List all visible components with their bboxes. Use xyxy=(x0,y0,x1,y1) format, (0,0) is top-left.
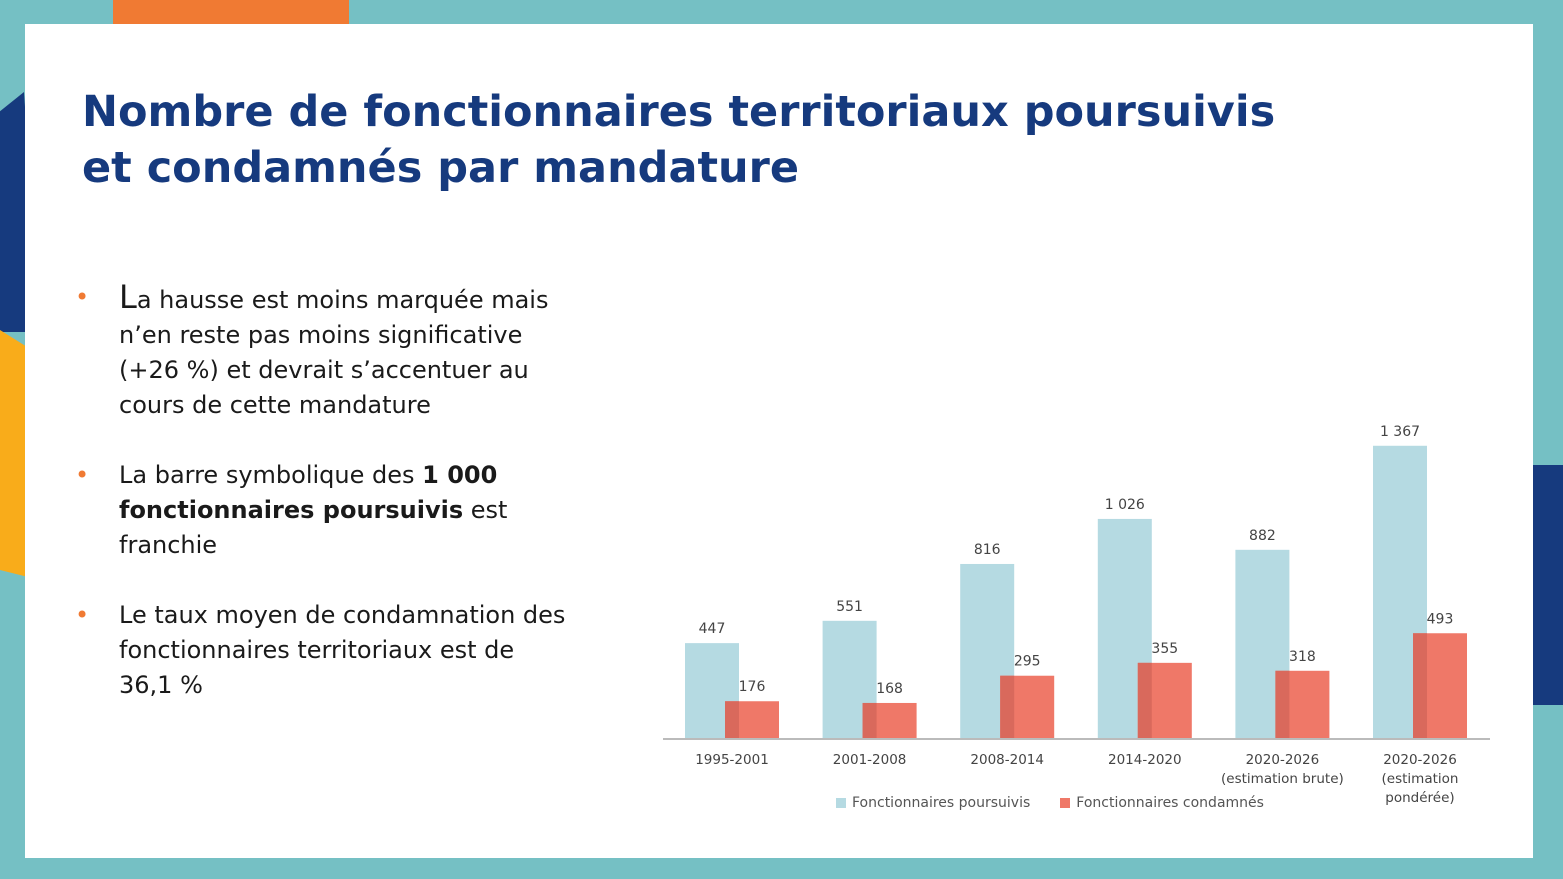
data-label-poursuivis: 1 026 xyxy=(1105,497,1145,513)
bar-overlap xyxy=(725,701,739,739)
data-label-poursuivis: 1 367 xyxy=(1380,424,1420,440)
title-line-2: et condamnés par mandature xyxy=(82,143,800,193)
bullet-list: • La hausse est moins marquée mais n’en … xyxy=(75,280,575,738)
slide-title: Nombre de fonctionnaires territoriaux po… xyxy=(82,84,1382,196)
chart-legend: Fonctionnaires poursuivis Fonctionnaires… xyxy=(836,795,1264,811)
x-tick-label: pondérée) xyxy=(1385,790,1454,806)
legend-swatch-condamnes xyxy=(1060,798,1071,808)
bar-overlap xyxy=(1413,633,1427,739)
x-tick-label: 2020-2026 xyxy=(1246,752,1320,768)
bullet-dot-icon: • xyxy=(75,601,90,629)
bullet-3-text: Le taux moyen de condamnation des foncti… xyxy=(119,601,566,699)
bullet-2-text-after: est franchie xyxy=(119,496,508,559)
legend-item-condamnes: Fonctionnaires condamnés xyxy=(1060,795,1264,811)
bullet-dot-icon: • xyxy=(75,283,90,311)
x-tick-label: 2001-2008 xyxy=(833,752,907,768)
legend-item-poursuivis: Fonctionnaires poursuivis xyxy=(836,795,1030,811)
bullet-1-first-letter: L xyxy=(119,278,137,316)
data-label-condamnes: 295 xyxy=(1014,654,1041,670)
x-tick-label: (estimation xyxy=(1382,771,1459,787)
bar-overlap xyxy=(1137,662,1152,739)
bar-overlap xyxy=(862,702,877,739)
data-label-condamnes: 168 xyxy=(876,681,903,697)
legend-swatch-poursuivis xyxy=(836,798,846,808)
x-tick-label: (estimation brute) xyxy=(1221,771,1344,787)
x-tick-label: 2020-2026 xyxy=(1383,752,1457,768)
data-label-poursuivis: 816 xyxy=(974,542,1001,558)
data-label-condamnes: 176 xyxy=(739,679,766,695)
data-label-condamnes: 493 xyxy=(1427,611,1454,627)
bullet-2-text-bold: 1 000 fonctionnaires poursuivis xyxy=(119,461,498,524)
bar-overlap xyxy=(1000,675,1015,739)
data-label-condamnes: 355 xyxy=(1151,641,1178,657)
bullet-1: • La hausse est moins marquée mais n’en … xyxy=(75,280,575,423)
legend-label-poursuivis: Fonctionnaires poursuivis xyxy=(852,795,1031,811)
data-label-condamnes: 318 xyxy=(1289,649,1316,665)
bullet-2: • La barre symbolique des 1 000 fonction… xyxy=(75,458,575,563)
bar-overlap xyxy=(1275,670,1290,739)
bullet-dot-icon: • xyxy=(75,461,90,489)
x-tick-label: 1995-2001 xyxy=(695,752,769,768)
bar-chart: 447 176 1995-2001 551 168 2001-2008 816 295 2008… xyxy=(663,424,1490,806)
bullet-2-text-before: La barre symbolique des xyxy=(119,461,423,489)
bullet-1-text: a hausse est moins marquée mais n’en res… xyxy=(119,286,549,419)
data-label-poursuivis: 551 xyxy=(836,599,863,615)
title-line-1: Nombre de fonctionnaires territoriaux po… xyxy=(82,87,1276,137)
data-label-poursuivis: 882 xyxy=(1249,528,1276,544)
bullet-3: • Le taux moyen de condamnation des fonc… xyxy=(75,598,575,703)
decor-orange-top xyxy=(113,0,349,24)
legend-label-condamnes: Fonctionnaires condamnés xyxy=(1076,795,1264,811)
x-tick-label: 2008-2014 xyxy=(970,752,1044,768)
x-tick-label: 2014-2020 xyxy=(1108,752,1182,768)
data-label-poursuivis: 447 xyxy=(699,621,726,637)
